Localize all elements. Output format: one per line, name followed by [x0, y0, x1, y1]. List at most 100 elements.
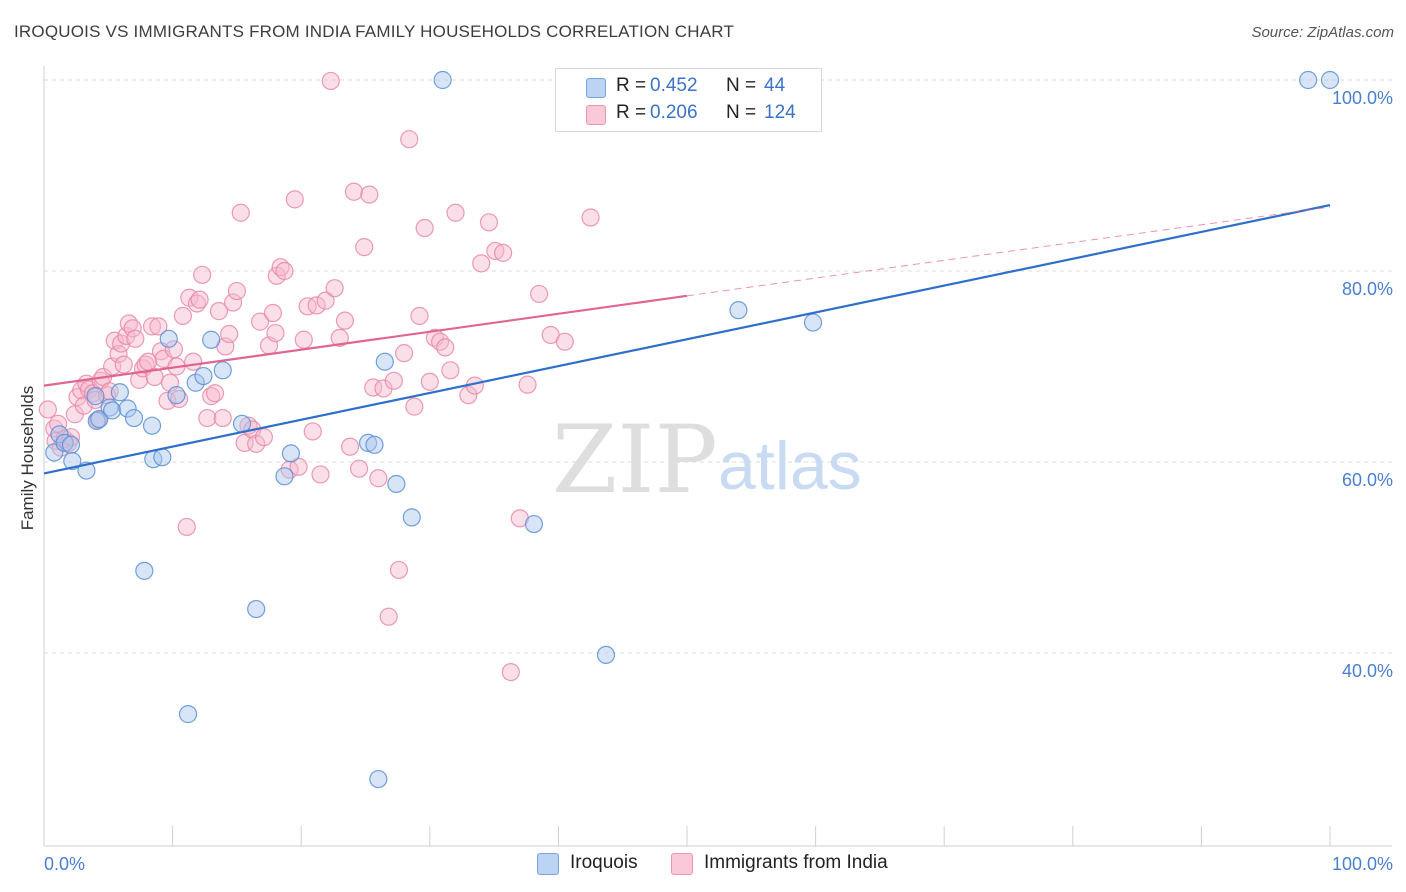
legend-n-label: N = — [726, 75, 757, 96]
india-point — [415, 218, 434, 238]
india-point — [316, 291, 335, 310]
india-point — [38, 400, 57, 419]
india-trend-extension — [686, 206, 1331, 297]
iroquois-point — [50, 425, 69, 444]
iroquois-point — [358, 433, 378, 452]
india-point — [518, 375, 537, 394]
watermark-zip: ZIP — [552, 406, 718, 515]
india-point — [114, 355, 133, 374]
iroquois-point — [596, 645, 616, 665]
india-point — [205, 384, 225, 403]
iroquois-point — [100, 398, 119, 417]
series-legend: Iroquois Immigrants from India — [0, 852, 1406, 878]
india-point — [88, 410, 108, 430]
india-point — [394, 344, 414, 363]
india-point — [227, 281, 246, 301]
iroquois-point — [167, 386, 186, 405]
india-point — [349, 459, 369, 478]
series-swatch-iroquois — [537, 853, 559, 875]
iroquois-point — [194, 366, 213, 386]
legend-r-label: R = — [616, 75, 647, 96]
legend-n-label: N = — [726, 102, 757, 123]
y-tick-label: 60.0% — [1342, 470, 1393, 490]
india-point — [190, 290, 209, 309]
india-point — [325, 279, 344, 298]
y-tick-label: 100.0% — [1332, 88, 1393, 108]
india-point — [344, 182, 364, 201]
india-point — [384, 371, 403, 390]
india-point — [209, 302, 228, 321]
india-point — [303, 422, 322, 441]
iroquois-point — [124, 408, 144, 428]
india-point — [555, 332, 574, 351]
india-point — [335, 311, 355, 330]
iroquois-point — [232, 414, 252, 433]
iroquois-point — [87, 411, 106, 431]
iroquois-point — [275, 467, 294, 486]
india-point — [472, 254, 491, 273]
india-point — [289, 457, 308, 476]
iroquois-point — [178, 705, 198, 724]
india-point — [446, 203, 465, 222]
india-point — [136, 355, 155, 374]
india-point — [109, 344, 128, 364]
x-tick-labels: 0.0% 100.0% — [44, 854, 1393, 874]
india-point — [321, 71, 340, 91]
india-point — [441, 361, 460, 380]
iroquois-point — [803, 313, 823, 332]
india-point — [294, 330, 313, 349]
y-tick-label: 40.0% — [1342, 661, 1393, 681]
iroquois-point — [524, 514, 544, 534]
iroquois-point — [118, 399, 137, 418]
india-point — [250, 312, 270, 331]
india-point — [266, 323, 285, 343]
legend-r-label: R = — [616, 102, 647, 123]
india-point — [231, 203, 250, 222]
series-swatch-india — [671, 853, 693, 875]
india-point — [220, 324, 239, 344]
india-point — [340, 437, 360, 456]
india-point — [430, 332, 450, 351]
points-layer — [38, 70, 1340, 789]
series-name-india: Immigrants from India — [704, 852, 888, 873]
iroquois-point — [729, 301, 748, 320]
axis-layer — [43, 66, 1392, 847]
india-point — [410, 306, 429, 325]
watermark-atlas: atlas — [718, 428, 862, 504]
iroquois-point — [375, 352, 394, 371]
india-point — [581, 208, 600, 227]
iroquois-point — [202, 330, 221, 349]
series-name-iroquois: Iroquois — [570, 852, 638, 873]
india-point — [459, 386, 478, 405]
legend-r-value: 0.206 — [650, 102, 698, 123]
india-point — [311, 465, 330, 484]
india-point — [389, 560, 409, 580]
india-point — [213, 408, 232, 428]
legend-n-value: 124 — [764, 102, 796, 123]
x-tick-label: 100.0% — [1332, 854, 1393, 874]
iroquois-point — [1320, 70, 1340, 90]
trend-layer — [43, 204, 1331, 475]
india-point — [494, 243, 513, 262]
india-point — [330, 328, 349, 347]
india-point — [374, 379, 393, 398]
x-tick-label: 0.0% — [44, 854, 85, 874]
iroquois-point — [213, 361, 232, 380]
india-point — [369, 469, 388, 488]
iroquois-point — [90, 409, 109, 429]
legend-r-value: 0.452 — [650, 75, 698, 96]
india-point — [355, 238, 374, 257]
india-trend-line — [43, 294, 688, 387]
india-point — [436, 338, 455, 357]
india-point — [184, 352, 203, 371]
iroquois-point — [281, 444, 301, 463]
iroquois-point — [387, 474, 406, 494]
chart-title: IROQUOIS VS IMMIGRANTS FROM INDIA FAMILY… — [14, 22, 735, 41]
iroquois-point — [1299, 70, 1318, 90]
correlation-legend: R = 0.452 N = 44 R = 0.206 N = 124 — [555, 68, 822, 132]
india-point — [400, 130, 419, 149]
iroquois-point — [63, 451, 82, 471]
india-point — [263, 303, 283, 323]
iroquois-point — [110, 383, 129, 402]
india-point — [405, 397, 424, 416]
